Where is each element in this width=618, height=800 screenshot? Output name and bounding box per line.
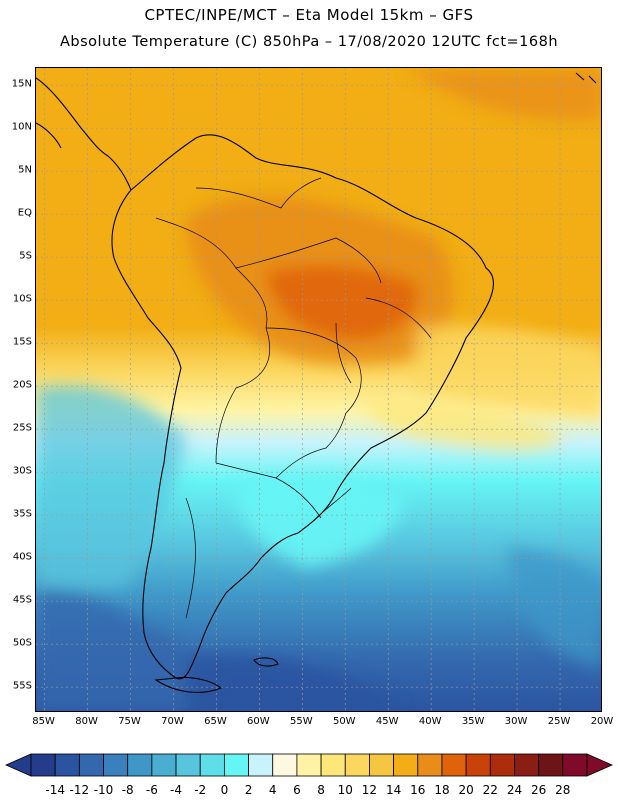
- colorbar-label: 10: [337, 783, 353, 797]
- colorbar-swatch: [127, 753, 153, 777]
- colorbar-swatch: [296, 753, 322, 777]
- lat-label-15n: 15N: [11, 78, 32, 90]
- colorbar-label: 20: [458, 783, 474, 797]
- colorbar-swatch: [562, 753, 588, 777]
- lat-label-45s: 45S: [12, 594, 32, 606]
- colorbar-label: 16: [410, 783, 426, 797]
- colorbar-swatch: [54, 753, 80, 777]
- colorbar-label: 28: [555, 783, 571, 797]
- colorbar-label: 6: [293, 783, 301, 797]
- colorbar-label: -6: [145, 783, 158, 797]
- lat-label-5n: 5N: [18, 164, 32, 176]
- country-borders: [155, 177, 432, 619]
- colorbar-label: 0: [220, 783, 229, 797]
- temperature-patches: [36, 68, 601, 711]
- lat-label-15s: 15S: [12, 336, 32, 348]
- colorbar-swatch: [538, 753, 564, 777]
- lon-label-30w: 30W: [504, 716, 528, 727]
- map-panel[interactable]: [35, 67, 602, 712]
- lat-label-30s: 30S: [12, 465, 32, 477]
- colorbar-label: 2: [244, 783, 253, 797]
- colorbar-swatch: [320, 753, 346, 777]
- colorbar-swatch: [489, 753, 515, 777]
- lon-label-55w: 55W: [290, 716, 313, 727]
- colorbar-swatch: [151, 753, 177, 777]
- colorbar-swatch: [175, 753, 201, 777]
- lat-label-50s: 50S: [12, 637, 32, 649]
- colorbar-label: 12: [361, 783, 378, 797]
- colorbar-swatch: [103, 753, 129, 777]
- colorbar-min-arrow: [5, 753, 32, 777]
- colorbar-label: 18: [434, 783, 450, 797]
- colorbar-swatch: [223, 753, 249, 777]
- colorbar-swatch: [199, 753, 225, 777]
- temperature-map: [36, 68, 601, 711]
- colorbar-max-arrow: [586, 753, 613, 777]
- lat-label-5s: 5S: [19, 250, 32, 262]
- lon-label-25w: 25W: [547, 716, 571, 727]
- lon-label-75w: 75W: [118, 716, 141, 727]
- colorbar-swatch: [248, 753, 274, 777]
- lon-label-70w: 70W: [161, 716, 184, 727]
- colorbar-label: 24: [506, 783, 523, 797]
- lat-label-10s: 10S: [12, 293, 32, 305]
- lon-label-45w: 45W: [375, 716, 399, 727]
- colorbar-swatch: [393, 753, 419, 777]
- title-model: CPTEC/INPE/MCT – Eta Model 15km – GFS: [144, 6, 474, 24]
- lon-label-85w: 85W: [32, 716, 55, 727]
- colorbar-swatch: [369, 753, 395, 777]
- colorbar-label: 14: [385, 783, 402, 797]
- colorbar-label: -8: [121, 783, 134, 797]
- lon-label-50w: 50W: [332, 716, 356, 727]
- colorbar-label: -4: [170, 783, 183, 797]
- coastlines: [36, 72, 597, 693]
- lon-label-40w: 40W: [418, 716, 442, 727]
- colorbar-label: 22: [482, 783, 498, 797]
- lon-label-65w: 65W: [204, 716, 227, 727]
- colorbar-swatch: [30, 753, 56, 777]
- colorbar-label: -14: [45, 783, 65, 797]
- lat-label-25s: 25S: [12, 422, 32, 434]
- colorbar-swatch: [514, 753, 540, 777]
- lat-label-20s: 20S: [12, 379, 32, 391]
- colorbar-swatch: [417, 753, 443, 777]
- lat-label-55s: 55S: [12, 680, 32, 692]
- colorbar-label: 4: [268, 783, 277, 797]
- lat-label-eq: EQ: [17, 207, 32, 219]
- lon-label-20w: 20W: [590, 716, 614, 727]
- colorbar-swatch: [344, 753, 370, 777]
- colorbar-swatch: [78, 753, 104, 777]
- lat-label-40s: 40S: [12, 551, 32, 563]
- colorbar-label: -12: [69, 783, 90, 797]
- colorbar-label: 26: [531, 783, 547, 797]
- lat-label-35s: 35S: [12, 508, 32, 520]
- colorbar-label: 8: [317, 783, 325, 797]
- lon-label-60w: 60W: [247, 716, 270, 727]
- colorbar-label: -10: [93, 783, 114, 797]
- colorbar-label: -2: [194, 783, 207, 797]
- colorbar-swatch: [272, 753, 298, 777]
- colorbar-swatch: [441, 753, 467, 777]
- lon-label-35w: 35W: [461, 716, 485, 727]
- colorbar: [5, 753, 613, 777]
- title-field: Absolute Temperature (C) 850hPa – 17/08/…: [59, 34, 559, 50]
- colorbar-swatch: [465, 753, 491, 777]
- lat-label-10n: 10N: [11, 121, 32, 133]
- lon-label-80w: 80W: [75, 716, 98, 727]
